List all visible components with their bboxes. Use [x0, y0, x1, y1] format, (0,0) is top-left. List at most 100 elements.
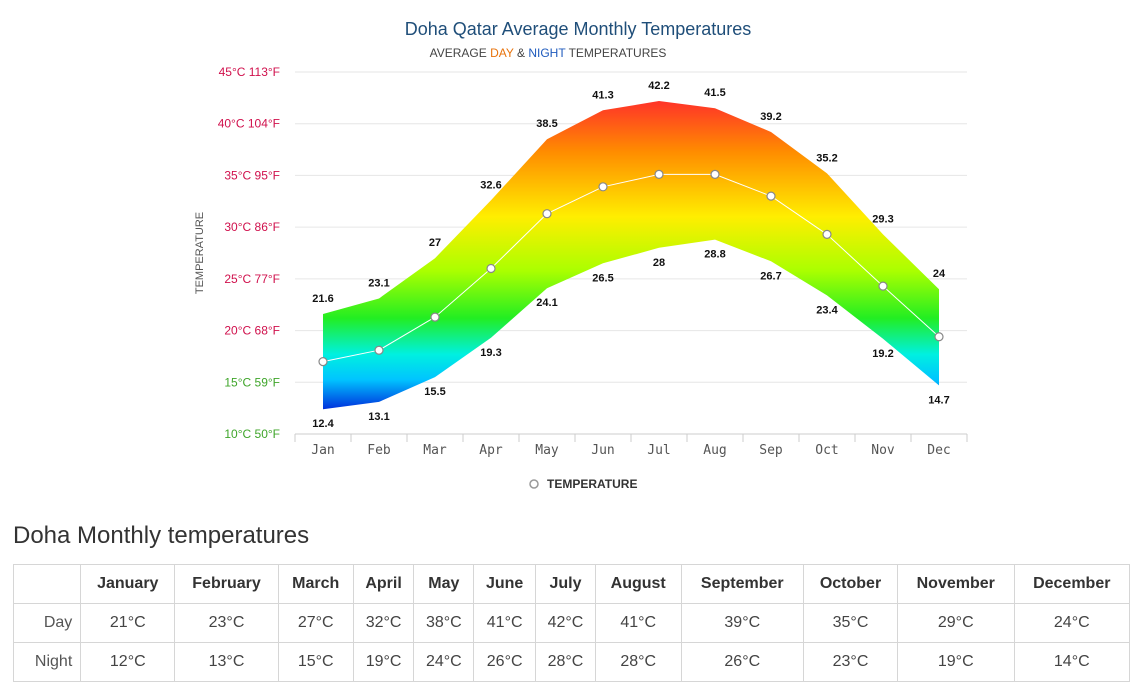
x-tick-label: Oct [815, 443, 838, 458]
chart-subtitle: AVERAGE DAY & NIGHT TEMPERATURES [430, 46, 667, 60]
x-tick-label: Jan [311, 443, 334, 458]
night-value-label: 23.4 [816, 304, 838, 316]
x-tick-label: Aug [703, 443, 726, 458]
night-value-label: 13.1 [368, 411, 389, 423]
night-value-label: 14.7 [928, 394, 949, 406]
month-header: August [594, 564, 682, 604]
table-cell: 27°C [277, 603, 354, 643]
temperature-point[interactable] [318, 357, 328, 367]
temperature-point[interactable] [710, 169, 720, 179]
table-cell: 38°C [413, 603, 475, 643]
month-header: October [803, 564, 898, 604]
y-tick-label: 20°C 68°F [224, 324, 280, 338]
y-tick-label: 10°C 50°F [224, 427, 280, 441]
month-header: September [680, 564, 805, 604]
table-cell: 26°C [473, 642, 537, 682]
night-value-label: 19.2 [872, 348, 893, 360]
subtitle-part-3: & [514, 46, 529, 60]
x-tick-label: Jun [591, 443, 614, 458]
y-tick-label: 35°C 95°F [224, 168, 280, 182]
y-tick-label: 45°C 113°F [219, 65, 280, 79]
temperature-point[interactable] [654, 169, 664, 179]
table-cell: 28°C [535, 642, 596, 682]
temperature-point[interactable] [822, 229, 832, 239]
month-header: March [277, 564, 354, 604]
legend-label[interactable]: TEMPERATURE [547, 477, 637, 491]
chart-title: Doha Qatar Average Monthly Temperatures [405, 19, 752, 39]
night-value-label: 26.5 [592, 272, 613, 284]
row-label: Night [12, 642, 82, 682]
table-cell: 35°C [803, 603, 898, 643]
temperature-point[interactable] [934, 332, 944, 342]
table-header-row: January February March April May June July Augu… [12, 564, 1131, 604]
table-cell: 39°C [680, 603, 805, 643]
day-value-label: 41.5 [704, 87, 725, 99]
table-cell: 15°C [277, 642, 354, 682]
table-cell: 41°C [594, 603, 682, 643]
day-value-label: 35.2 [816, 152, 837, 164]
monthly-temperature-table: January February March April May June July Augu… [12, 564, 1131, 682]
table-cell: 41°C [473, 603, 537, 643]
temperature-line [322, 173, 940, 363]
temperature-point[interactable] [766, 191, 776, 201]
x-tick-label: Nov [871, 443, 895, 458]
month-header: January [80, 564, 176, 604]
subtitle-part-1: AVERAGE [430, 46, 490, 60]
row-label: Day [12, 603, 82, 643]
day-value-label: 27 [429, 237, 441, 249]
day-value-label: 38.5 [536, 118, 557, 130]
table-cell: 29°C [896, 603, 1015, 643]
legend[interactable]: TEMPERATURE [529, 477, 637, 491]
month-header: May [413, 564, 475, 604]
x-tick-label: Sep [759, 443, 783, 458]
table-body: Day 21°C 23°C 27°C 32°C 38°C 41°C 42°C 41°C 39°C 3… [12, 603, 1131, 682]
table-cell: 19°C [896, 642, 1015, 682]
table-cell: 14°C [1013, 642, 1131, 682]
temperature-point[interactable] [542, 209, 552, 219]
section-title: Doha Monthly temperatures [13, 522, 310, 549]
x-tick-label: Jul [647, 443, 670, 458]
table-cell: 21°C [80, 603, 176, 643]
subtitle-night: NIGHT [528, 46, 566, 60]
table-cell: 12°C [80, 642, 176, 682]
y-tick-label: 30°C 86°F [224, 220, 280, 234]
month-header: July [535, 564, 596, 604]
legend-marker[interactable] [529, 479, 539, 489]
table-cell: 32°C [352, 603, 415, 643]
x-tick-label: Feb [367, 443, 391, 458]
night-value-label: 28 [653, 257, 665, 269]
x-tick-label: Dec [927, 443, 950, 458]
x-tick-label: Mar [423, 443, 447, 458]
y-tick-label: 40°C 104°F [218, 117, 280, 131]
day-value-label: 42.2 [648, 80, 669, 92]
temperature-point[interactable] [878, 281, 888, 291]
table-cell: 24°C [1013, 603, 1131, 643]
table-cell: 28°C [594, 642, 682, 682]
subtitle-day: DAY [490, 46, 514, 60]
month-header: June [473, 564, 537, 604]
night-value-label: 24.1 [536, 297, 557, 309]
temperature-point[interactable] [486, 263, 496, 274]
temperature-point[interactable] [598, 182, 608, 192]
night-value-label: 19.3 [480, 347, 501, 359]
table-row: Night 12°C 13°C 15°C 19°C 24°C 26°C 28°C 28°C 26°… [12, 642, 1131, 682]
temperature-point[interactable] [430, 312, 440, 322]
temperature-chart: 21.6 23.1 27 32.6 38.5 41.3 42.2 41.5 39.2 35.2 29… [194, 19, 968, 491]
table-cell: 23°C [174, 603, 279, 643]
month-header: April [352, 564, 415, 604]
night-value-label: 12.4 [312, 418, 334, 430]
month-header: December [1013, 564, 1131, 604]
day-value-label: 24 [933, 268, 946, 280]
table-cell: 42°C [535, 603, 596, 643]
day-value-label: 23.1 [368, 278, 389, 290]
month-header: February [174, 564, 279, 604]
day-value-label: 32.6 [480, 179, 501, 191]
table-cell: 26°C [680, 642, 805, 682]
night-value-label: 26.7 [760, 270, 781, 282]
temperature-point[interactable] [374, 345, 384, 355]
table-corner [12, 564, 82, 604]
y-axis-title: TEMPERATURE [194, 212, 206, 294]
x-tick-label: May [535, 443, 559, 458]
day-value-label: 41.3 [592, 89, 613, 101]
night-value-label: 15.5 [424, 386, 445, 398]
